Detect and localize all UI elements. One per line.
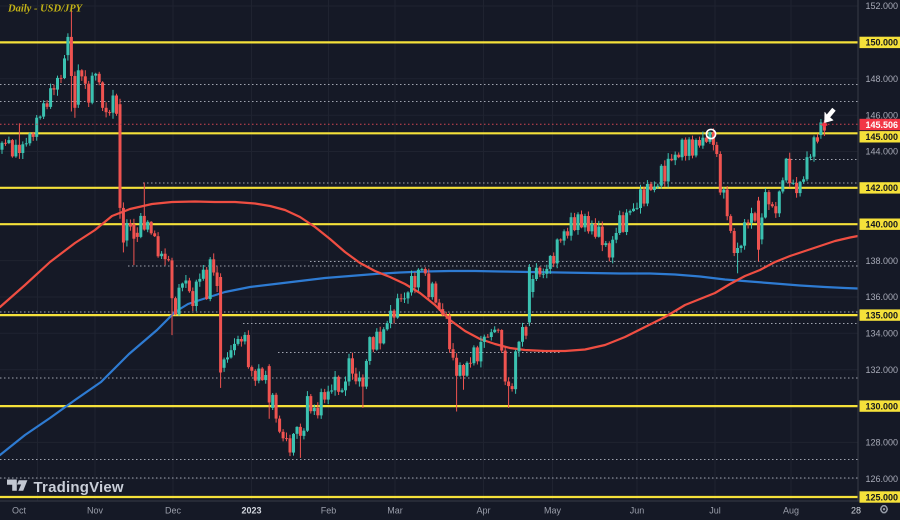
svg-text:Nov: Nov (87, 506, 104, 516)
svg-text:140.000: 140.000 (865, 220, 898, 230)
svg-text:125.000: 125.000 (865, 492, 898, 502)
svg-text:Dec: Dec (165, 506, 182, 516)
svg-text:Jun: Jun (630, 506, 645, 516)
svg-text:Daily - USD/JPY: Daily - USD/JPY (7, 4, 84, 15)
svg-text:Jul: Jul (709, 506, 721, 516)
svg-text:134.000: 134.000 (865, 329, 898, 339)
svg-text:130.000: 130.000 (865, 401, 898, 411)
svg-text:150.000: 150.000 (865, 38, 898, 48)
svg-text:136.000: 136.000 (865, 292, 898, 302)
svg-text:28: 28 (851, 506, 861, 516)
svg-text:128.000: 128.000 (865, 438, 898, 448)
svg-text:May: May (544, 506, 562, 516)
svg-text:Oct: Oct (12, 506, 27, 516)
svg-text:Apr: Apr (476, 506, 490, 516)
svg-text:138.000: 138.000 (865, 256, 898, 266)
svg-text:TradingView: TradingView (34, 479, 124, 496)
svg-text:2023: 2023 (241, 506, 261, 516)
svg-text:Aug: Aug (783, 506, 799, 516)
svg-text:Mar: Mar (387, 506, 403, 516)
svg-text:135.000: 135.000 (865, 310, 898, 320)
svg-text:132.000: 132.000 (865, 365, 898, 375)
svg-text:146.000: 146.000 (865, 110, 898, 120)
svg-text:144.000: 144.000 (865, 147, 898, 157)
svg-text:142.000: 142.000 (865, 183, 898, 193)
svg-text:145.000: 145.000 (865, 132, 898, 142)
svg-text:148.000: 148.000 (865, 74, 898, 84)
svg-text:126.000: 126.000 (865, 474, 898, 484)
svg-text:152.000: 152.000 (865, 1, 898, 11)
svg-text:Feb: Feb (321, 506, 337, 516)
svg-text:145.506: 145.506 (865, 120, 898, 130)
